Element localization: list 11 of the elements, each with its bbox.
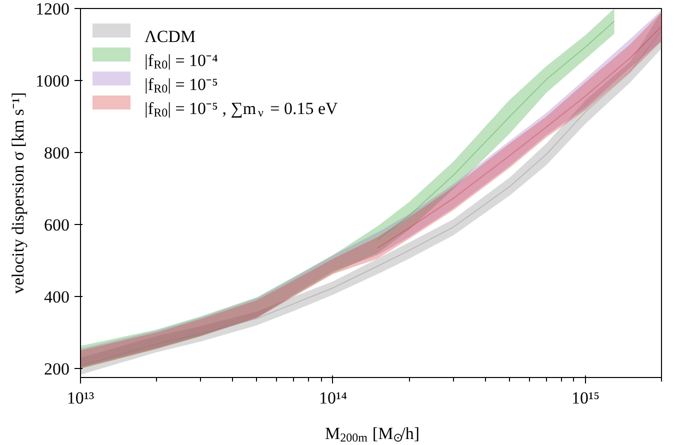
y-axis-title: velocity dispersion σ [km s⁻¹] — [8, 92, 28, 294]
y-tick-label: 400 — [44, 288, 70, 306]
y-tick-label: 1000 — [36, 72, 70, 90]
x-tick-label: 10¹⁴ — [318, 388, 348, 408]
legend-label: ΛCDM — [144, 27, 196, 46]
x-tick-label: 10¹⁵ — [571, 388, 600, 408]
x-tick-label: 10¹³ — [66, 388, 94, 408]
y-tick-label: 600 — [44, 216, 70, 234]
y-tick-label: 1200 — [36, 0, 70, 18]
y-tick-label: 200 — [44, 360, 70, 378]
y-tick-label: 800 — [44, 144, 70, 162]
